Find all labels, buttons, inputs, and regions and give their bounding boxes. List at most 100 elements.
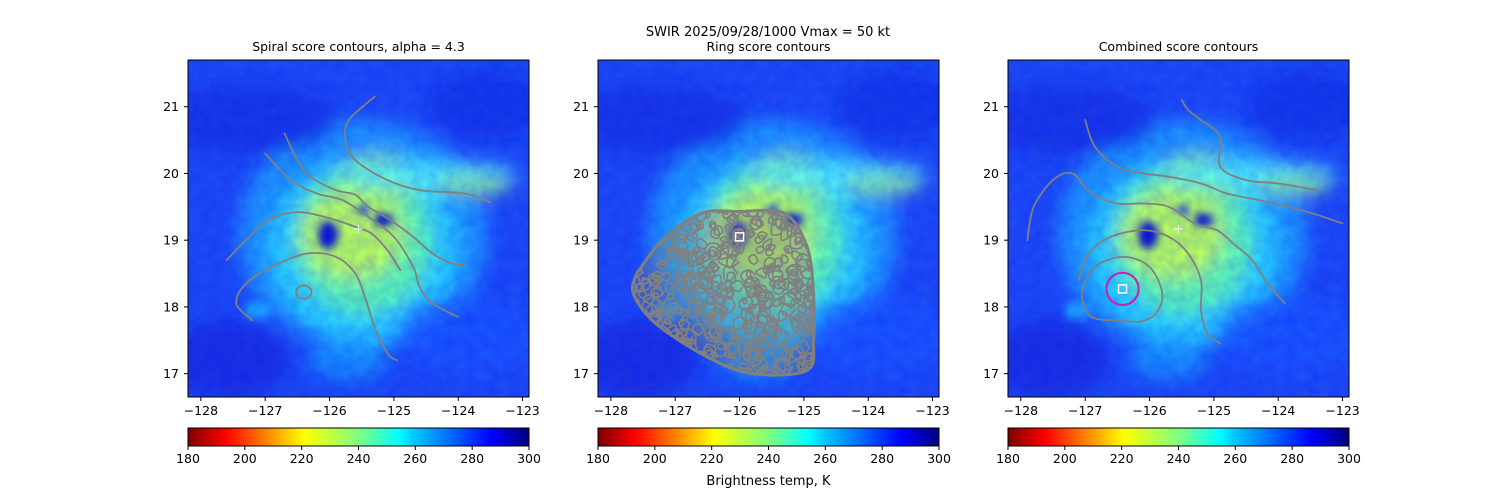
y-tick-label: 20 [573, 166, 589, 181]
ring-contour [749, 218, 763, 231]
ring-contour [708, 307, 724, 323]
panel-combined-xaxis: −128 −127 −126 −125 −124 −123 [1004, 397, 1360, 418]
x-tick-label: −127 [248, 403, 282, 418]
ring-contour [773, 327, 783, 339]
ring-contour [686, 255, 694, 263]
ring-contour [640, 278, 652, 291]
ring-contour [780, 302, 796, 317]
ring-contour [789, 346, 806, 361]
panel-spiral-image [158, 60, 548, 400]
ring-contour [775, 329, 792, 348]
colorbar-tick-label: 300 [517, 451, 541, 466]
ring-contour [732, 210, 741, 218]
y-tick-label: 20 [983, 166, 999, 181]
ring-contour [663, 237, 675, 251]
ring-contour [664, 315, 674, 326]
ring-contour [691, 249, 699, 257]
panel-combined-frame [1007, 59, 1350, 398]
ring-contour [772, 296, 784, 308]
y-tick-label: 21 [163, 99, 179, 114]
ring-contour [691, 231, 699, 239]
ring-contour [810, 300, 815, 308]
colorbar-tick-label: 300 [927, 451, 951, 466]
ring-contour [743, 277, 758, 289]
y-tick-label: 18 [573, 299, 589, 314]
ring-contour [632, 275, 645, 292]
ring-contour [748, 253, 760, 265]
panel-spiral-contours [225, 95, 492, 362]
ring-contour [677, 319, 685, 327]
ring-contour [710, 222, 717, 232]
ring-contour [726, 271, 737, 284]
contour-line [225, 211, 402, 272]
colorbar-tick-label: 240 [757, 451, 781, 466]
contour-line [1180, 99, 1318, 191]
x-tick-label: −127 [1068, 403, 1102, 418]
colorbar-tick-label: 200 [643, 451, 667, 466]
ring-contour [788, 315, 795, 323]
ring-contour [660, 271, 673, 282]
ring-contour [704, 331, 713, 339]
ring-contour [780, 346, 794, 361]
ring-contour [682, 290, 697, 302]
ring-contour [697, 265, 708, 275]
ring-contour [692, 271, 702, 280]
x-tick-label: −123 [505, 403, 539, 418]
ring-contour [742, 347, 763, 364]
ring-contour [791, 317, 805, 333]
panel-combined-image [978, 60, 1368, 400]
ring-contour [743, 350, 753, 360]
x-tick-label: −127 [658, 403, 692, 418]
y-tick-label: 17 [573, 366, 589, 381]
y-tick-label: 20 [163, 166, 179, 181]
x-tick-label: −123 [1325, 403, 1359, 418]
contour-line [283, 132, 466, 266]
ring-contour [806, 278, 815, 297]
panel-combined-markers [1105, 224, 1183, 306]
panel-spiral-yaxis: 17 18 19 20 21 [163, 99, 188, 381]
ring-contour [674, 271, 682, 279]
ring-contour [704, 212, 712, 219]
ring-contour [679, 253, 687, 262]
ring-contour [720, 241, 732, 250]
colorbar-tick-label: 260 [1223, 451, 1247, 466]
contour-line [235, 251, 398, 362]
ring-contour [796, 361, 804, 370]
ring-contour [645, 303, 657, 316]
colorbar-tick-label: 180 [996, 451, 1020, 466]
ring-contour [713, 340, 729, 357]
ring-contour [771, 212, 785, 229]
y-tick-label: 17 [163, 366, 179, 381]
ring-contour [752, 284, 769, 300]
ring-contour [691, 323, 705, 336]
ring-contour [754, 234, 766, 245]
y-tick-label: 19 [163, 233, 179, 248]
ring-contour [709, 314, 717, 321]
ring-contour [720, 297, 736, 314]
ring-contour [715, 305, 727, 317]
x-tick-label: −124 [441, 403, 475, 418]
contour-line [344, 95, 492, 203]
ring-contour [786, 281, 801, 297]
x-tick-label: −126 [312, 403, 346, 418]
ring-contour [809, 358, 815, 368]
ring-contour [665, 245, 680, 257]
ring-contour [722, 265, 739, 282]
x-tick-label: −125 [1197, 403, 1231, 418]
y-tick-label: 18 [163, 299, 179, 314]
ring-contour [797, 279, 803, 285]
center-square-marker [1117, 284, 1128, 294]
ring-contour [632, 282, 639, 295]
ring-contour [756, 330, 775, 347]
panel-spiral-title: Spiral score contours, alpha = 4.3 [252, 39, 465, 54]
ring-contour [766, 315, 777, 329]
colorbar-tick-label: 240 [347, 451, 371, 466]
ring-contour [808, 303, 815, 313]
ring-contour [778, 221, 788, 231]
contour-line [1081, 255, 1164, 323]
ring-contour [727, 351, 735, 360]
ring-contour [647, 273, 659, 285]
figure-title-line1: SWIR 2025/09/28/1000 Vmax = 50 kt [646, 25, 890, 40]
ring-contour [668, 301, 679, 311]
